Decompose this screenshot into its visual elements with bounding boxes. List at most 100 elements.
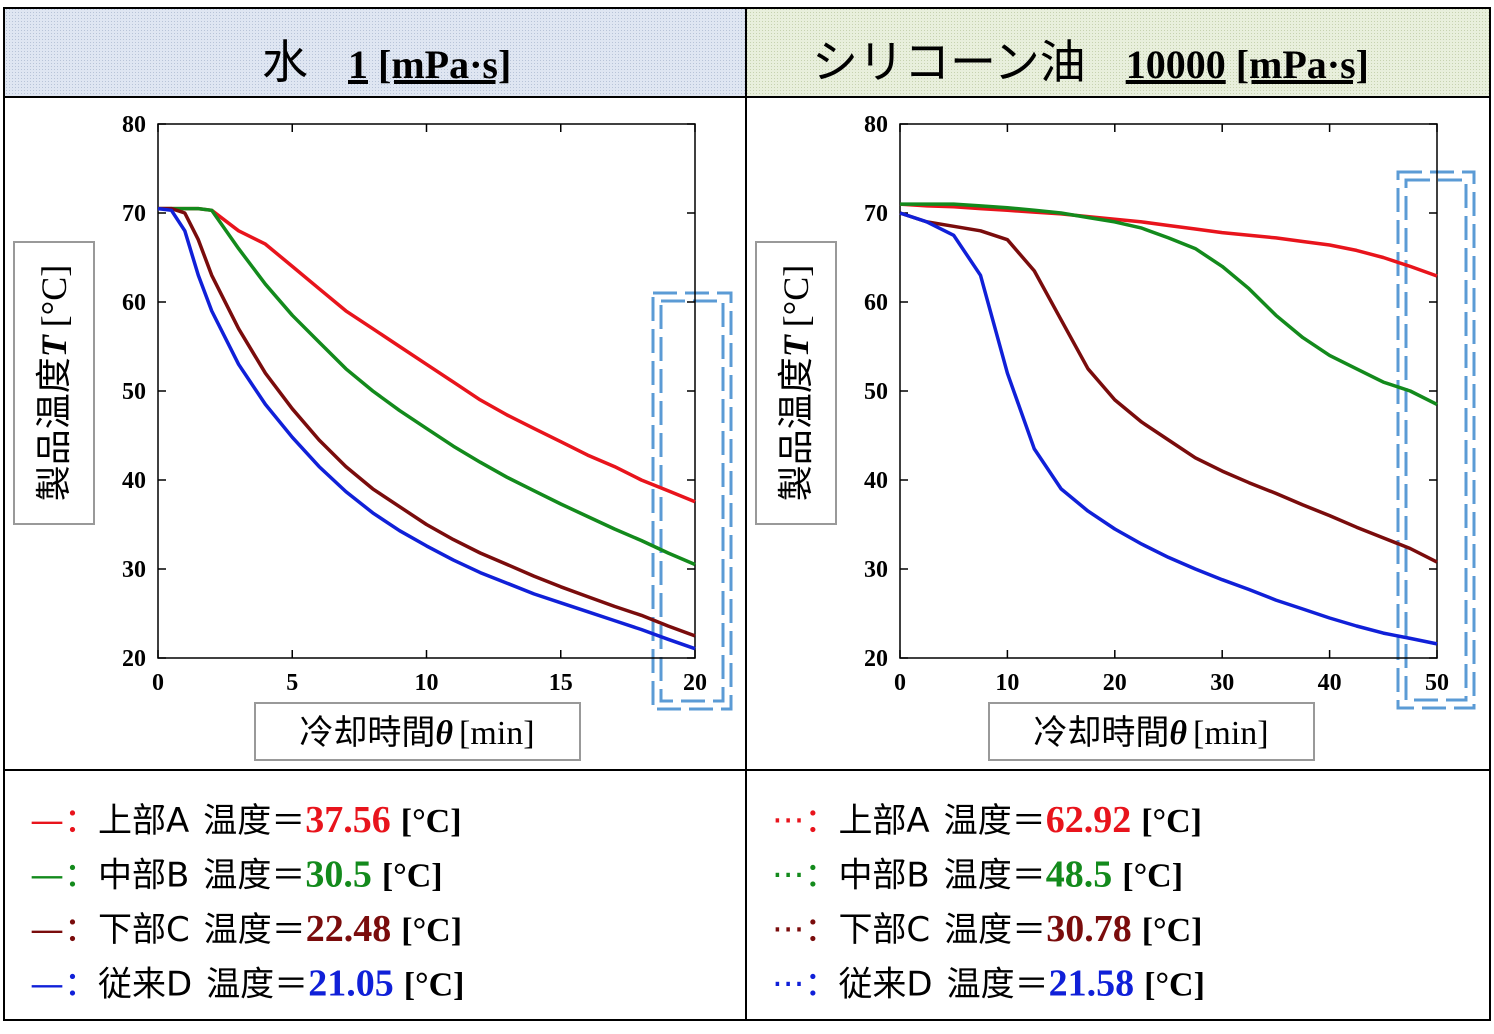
- legend-text: 温度＝: [944, 801, 1046, 841]
- legend-name: 上部A: [838, 801, 929, 841]
- plot-frame: [899, 123, 1438, 659]
- viscosity-unit: [mPa·s]: [1236, 42, 1369, 87]
- y-tick-label: 50: [122, 379, 146, 405]
- legend-name: 中部B: [98, 856, 189, 896]
- table-grid: [3, 7, 1491, 1021]
- final-value: 30.5: [305, 854, 372, 896]
- legend-unit: [°C]: [1142, 912, 1203, 949]
- legend-text: 温度＝: [944, 856, 1046, 896]
- x-tick-label: 50: [1425, 670, 1449, 696]
- legend-marker: —：: [30, 965, 98, 1005]
- header-bg: [4, 8, 746, 97]
- header-bg: [746, 8, 1490, 97]
- header-title: 水: [262, 35, 308, 89]
- data-line: [158, 206, 696, 504]
- x-label-unit: [min]: [459, 715, 535, 752]
- x-axis-label: 冷却時間θ [min]: [299, 713, 534, 753]
- legend-name: 上部A: [98, 801, 189, 841]
- legend-text: 温度＝: [944, 910, 1046, 950]
- y-label-symbol: T: [776, 333, 816, 357]
- legend-unit: [°C]: [401, 912, 462, 949]
- legend-text: 温度＝: [204, 910, 306, 950]
- highlight-box: [651, 170, 1476, 711]
- viscosity: 10000: [1126, 42, 1226, 87]
- legend-entry: —：従来D 温度＝21.05 [°C]: [30, 963, 464, 1005]
- legend-marker: ···：: [772, 910, 838, 950]
- final-value: 21.05: [308, 963, 394, 1005]
- header: シリコーン油 10000 [mPa·s]: [812, 35, 1369, 89]
- x-tick-label: 40: [1318, 670, 1342, 696]
- final-value: 37.56: [305, 799, 391, 841]
- legend-name: 従来D: [838, 965, 932, 1005]
- legend-unit: [°C]: [1141, 803, 1202, 840]
- data-line: [157, 206, 696, 651]
- y-label-box: [13, 241, 95, 525]
- y-label-text: 製品温度: [34, 357, 75, 501]
- data-line: [899, 202, 1438, 278]
- x-tick-label: 0: [152, 670, 164, 696]
- y-axis-label: 製品温度T [°C]: [34, 265, 75, 501]
- final-value: 22.48: [306, 908, 392, 950]
- legend-name: 下部C: [838, 910, 930, 950]
- y-tick-label: 80: [864, 112, 888, 138]
- data-line: [158, 206, 696, 638]
- data-line: [900, 202, 1438, 406]
- y-tick-label: 20: [122, 646, 146, 672]
- final-value: 48.5: [1046, 854, 1113, 896]
- y-tick-label: 50: [864, 379, 888, 405]
- x-tick-label: 30: [1210, 670, 1234, 696]
- legend-name: 下部C: [98, 910, 190, 950]
- legend-marker: —：: [30, 856, 98, 896]
- y-label-unit: [°C]: [776, 265, 816, 327]
- data-line: [899, 211, 1438, 646]
- y-label-text: 製品温度: [776, 357, 817, 501]
- legend-marker: ···：: [772, 856, 838, 896]
- x-label-text: 冷却時間: [299, 713, 435, 753]
- legend-entry: —：上部A 温度＝37.56 [°C]: [30, 799, 462, 841]
- legend-entry: ···：従来D 温度＝21.58 [°C]: [772, 963, 1205, 1005]
- x-tick-label: 10: [995, 670, 1019, 696]
- y-tick-label: 60: [122, 290, 146, 316]
- legend-unit: [°C]: [1144, 967, 1205, 1004]
- header: 水 1 [mPa·s]: [262, 35, 511, 89]
- x-tick-label: 20: [683, 670, 707, 696]
- x-tick-label: 20: [1103, 670, 1127, 696]
- legend-unit: [°C]: [1122, 858, 1183, 895]
- viscosity-unit: [mPa·s]: [378, 42, 511, 87]
- legend-entry: —：下部C 温度＝22.48 [°C]: [30, 908, 462, 950]
- legend-entry: —：中部B 温度＝30.5 [°C]: [30, 854, 443, 896]
- legend-entry: ···：中部B 温度＝48.5 [°C]: [772, 854, 1183, 896]
- legend-text: 温度＝: [203, 801, 305, 841]
- legend-marker: —：: [30, 910, 98, 950]
- legend-entry: ···：下部C 温度＝30.78 [°C]: [772, 908, 1202, 950]
- y-tick-label: 30: [864, 557, 888, 583]
- x-label-box: [988, 702, 1315, 761]
- legend-marker: ···：: [772, 801, 838, 841]
- plot-frame: [157, 123, 696, 659]
- y-tick-label: 30: [122, 557, 146, 583]
- legend-marker: —：: [30, 801, 98, 841]
- y-tick-label: 60: [864, 290, 888, 316]
- legend-unit: [°C]: [404, 967, 465, 1004]
- y-tick-label: 40: [122, 468, 146, 494]
- x-label-symbol: θ: [1169, 715, 1187, 752]
- x-tick-label: 10: [415, 670, 439, 696]
- y-tick-label: 80: [122, 112, 146, 138]
- data-line: [158, 206, 696, 567]
- legend-unit: [°C]: [401, 803, 462, 840]
- x-label-symbol: θ: [435, 715, 453, 752]
- x-tick-label: 0: [894, 670, 906, 696]
- y-label-unit: [°C]: [34, 265, 74, 327]
- legend-marker: ···：: [772, 965, 838, 1005]
- legend-text: 温度＝: [203, 856, 305, 896]
- legend-name: 中部B: [838, 856, 929, 896]
- y-axis-label: 製品温度T [°C]: [776, 265, 817, 501]
- y-tick-label: 70: [122, 201, 146, 227]
- legend-entry: ···：上部A 温度＝62.92 [°C]: [772, 799, 1202, 841]
- x-label-text: 冷却時間: [1033, 713, 1169, 753]
- x-label-box: [254, 702, 581, 761]
- header-title: シリコーン油: [812, 35, 1086, 89]
- legend-unit: [°C]: [382, 858, 443, 895]
- final-value: 30.78: [1046, 908, 1132, 950]
